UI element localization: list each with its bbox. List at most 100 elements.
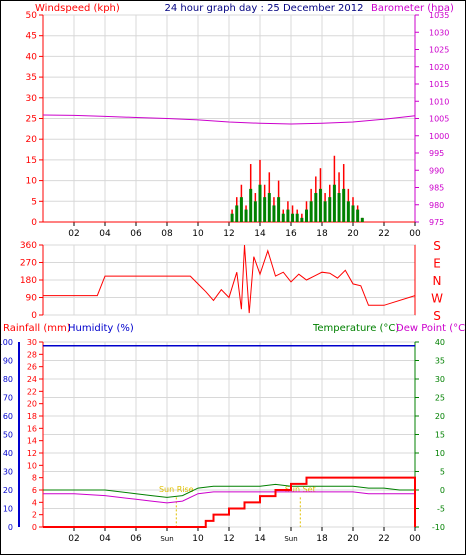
wind-average-bar (318, 188, 322, 222)
wind-average-bar (277, 197, 281, 222)
rainfall-y-tick-label: 22 (27, 387, 37, 396)
wind-baro-x-tick-label: 16 (285, 229, 297, 239)
wind-average-bar (295, 213, 299, 222)
direction-y-tick-label: 90 (26, 294, 38, 304)
rain-temp-x-tick-label: 06 (130, 534, 142, 544)
wind-direction-line (43, 244, 416, 314)
windspeed-y-tick-label: 20 (26, 135, 38, 145)
page-title: 24 hour graph day : 25 December 2012 (165, 3, 364, 14)
wind-average-bar (346, 201, 350, 222)
rain-temp-x-tick-label: 12 (223, 534, 234, 544)
windspeed-y-tick-label: 40 (26, 52, 38, 62)
rain-humidity-temp-chart: 0102030405060708090100024681012141618202… (0, 338, 445, 544)
direction-y-tick-label: 270 (20, 259, 37, 269)
rainfall-y-tick-label: 12 (27, 449, 37, 458)
wind-average-bar (305, 209, 308, 222)
rainfall-y-tick-label: 4 (32, 498, 37, 507)
wind-average-bar (235, 205, 239, 222)
wind-baro-x-tick-label: 06 (130, 229, 142, 239)
rainfall-y-tick-label: 14 (27, 437, 37, 446)
wind-baro-x-tick-label: 22 (378, 229, 389, 239)
barometer-y-tick-label: 1010 (429, 97, 449, 106)
barometer-line (42, 114, 416, 125)
dewpoint-axis-label: Dew Point (°C) (396, 323, 465, 334)
rainfall-y-tick-label: 0 (32, 523, 37, 532)
rain-temp-x-tick-label: Sun (160, 535, 173, 543)
sun-marker-label: Sun Rise (159, 485, 194, 494)
rain-temp-x-tick-label: 18 (316, 534, 328, 544)
rainfall-y-tick-label: 10 (27, 461, 37, 470)
direction-y-tick-label: 180 (20, 276, 37, 286)
wind-average-bar (244, 209, 248, 222)
humidity-axis-label: Humidity (%) (68, 323, 134, 334)
windspeed-y-tick-label: 25 (26, 115, 37, 125)
temperature-y-tick-label: 5 (440, 468, 445, 477)
wind-average-bar (281, 213, 285, 222)
humidity-y-tick-label: 0 (8, 523, 13, 532)
rainfall-y-tick-label: 8 (32, 474, 37, 483)
wind-average-bar (300, 217, 304, 222)
humidity-y-tick-label: 80 (3, 375, 13, 384)
wind-average-bar (314, 193, 318, 222)
temperature-y-tick-label: 15 (435, 431, 445, 440)
humidity-y-tick-label: 30 (3, 468, 13, 477)
windspeed-y-tick-label: 0 (31, 218, 37, 228)
rain-temp-x-tick-label: Sun (284, 535, 297, 543)
windspeed-y-tick-label: 35 (26, 73, 37, 83)
wind-baro-x-tick-label: 10 (192, 229, 204, 239)
rainfall-line (43, 476, 416, 528)
rainfall-y-tick-label: 26 (27, 363, 37, 372)
compass-letter: N (433, 274, 442, 288)
wind-baro-x-tick-label: 18 (316, 229, 328, 239)
rain-temp-x-tick-label: 02 (68, 534, 79, 544)
barometer-y-tick-label: 995 (429, 149, 444, 158)
wind-average-bar (360, 217, 364, 222)
wind-average-bar (328, 197, 332, 222)
wind-average-bar (337, 193, 341, 222)
wind-average-bar (342, 188, 346, 222)
humidity-y-tick-label: 50 (3, 431, 13, 440)
wind-average-bar (258, 184, 262, 222)
wind-baro-x-tick-label: 04 (99, 229, 111, 239)
humidity-y-tick-label: 10 (3, 505, 13, 514)
barometer-y-tick-label: 975 (429, 218, 444, 227)
barometer-y-tick-label: 1015 (429, 80, 449, 89)
wind-baro-chart: 0510152025303540455097598098599099510001… (26, 11, 450, 239)
temperature-y-tick-label: 25 (435, 394, 445, 403)
wind-average-bar (323, 201, 327, 222)
wind-average-bar (291, 213, 295, 222)
temperature-line (43, 483, 415, 498)
rainfall-y-tick-label: 6 (32, 486, 37, 495)
wind-average-bar (230, 213, 234, 222)
humidity-y-tick-label: 70 (3, 394, 13, 403)
windspeed-y-tick-label: 5 (31, 197, 37, 207)
barometer-y-tick-label: 990 (429, 166, 444, 175)
temperature-y-tick-label: 35 (435, 357, 445, 366)
barometer-y-tick-label: 1005 (429, 115, 449, 124)
wind-average-bar (272, 205, 276, 222)
barometer-axis-label: Barometer (hpa) (371, 3, 454, 14)
compass-letter: E (433, 257, 441, 271)
windspeed-axis-label: Windspeed (kph) (35, 3, 120, 14)
wind-average-bar (351, 205, 355, 222)
direction-y-tick-label: 360 (20, 241, 37, 251)
rainfall-axis-label: Rainfall (mm) (3, 323, 71, 334)
wind-baro-x-tick-label: 12 (223, 229, 234, 239)
rainfall-y-tick-label: 2 (32, 511, 37, 520)
humidity-y-tick-label: 60 (3, 412, 13, 421)
barometer-y-tick-label: 1030 (429, 28, 449, 37)
rainfall-y-tick-label: 24 (27, 375, 37, 384)
wind-average-bar (239, 197, 243, 222)
wind-average-bar (267, 193, 271, 222)
humidity-y-tick-label: 20 (3, 486, 13, 495)
temperature-y-tick-label: 30 (435, 375, 445, 384)
rainfall-y-tick-label: 18 (27, 412, 37, 421)
wind-baro-x-tick-label: 08 (161, 229, 173, 239)
sun-marker-label: Sun Set (285, 485, 316, 494)
rain-temp-x-tick-label: 20 (347, 534, 359, 544)
wind-baro-x-tick-label: 20 (347, 229, 359, 239)
wind-average-bar (263, 197, 267, 222)
